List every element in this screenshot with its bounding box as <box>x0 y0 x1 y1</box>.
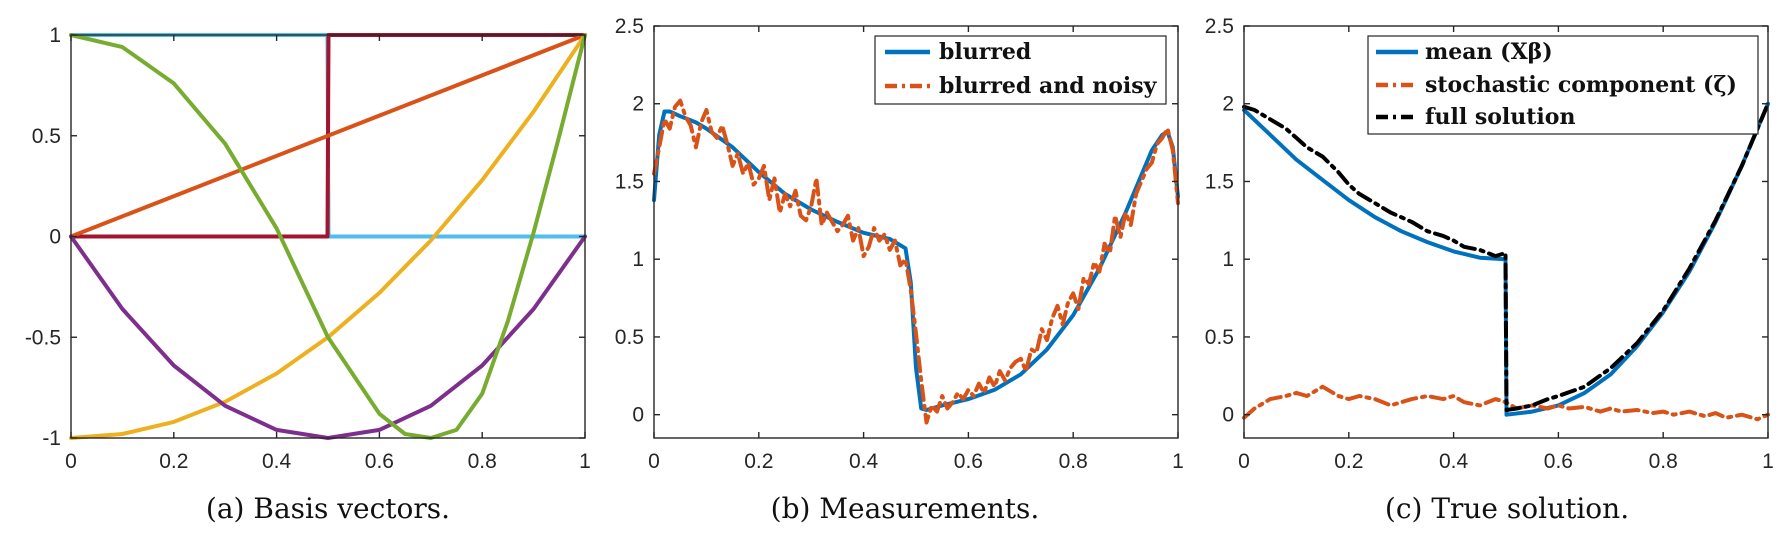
panel-b-ytick-label: 2 <box>632 93 644 116</box>
panel-c-xtick-label: 0.8 <box>1649 450 1678 473</box>
panel-b-xtick-label: 0.6 <box>954 450 983 473</box>
panel-c-xtick-label: 1 <box>1762 450 1774 473</box>
panel-b-xtick-label: 0.8 <box>1059 450 1088 473</box>
panel-a-xtick-label: 1 <box>579 450 591 473</box>
panel-a-ticks: 0 0.2 0.4 0.6 0.8 1 -1 -0.5 0 0.5 1 <box>25 24 591 473</box>
panel-a-ytick-label: -0.5 <box>25 326 61 349</box>
panel-b-series <box>652 98 1180 425</box>
panel-a-series <box>69 33 587 440</box>
panel-b-legend-box <box>874 35 1167 105</box>
panel-b-ytick-label: 1.5 <box>615 170 644 193</box>
panel-b-series-1-line <box>652 98 1180 425</box>
panel-b-ytick-label: 0 <box>632 404 644 427</box>
panel-a-xtick-label: 0.6 <box>365 450 394 473</box>
panel-a: 0 0.2 0.4 0.6 0.8 1 -1 -0.5 0 0.5 1 (a) Basis vect… <box>25 24 591 525</box>
panel-a-series-5-line <box>69 33 587 440</box>
panel-c-ytick-label: 2 <box>1222 93 1234 116</box>
panel-a-series-2-line <box>69 33 587 239</box>
panel-a-ytick-label: 0.5 <box>32 125 61 148</box>
panel-c-xtick-label: 0.6 <box>1544 450 1573 473</box>
panel-a-xtick-label: 0 <box>65 450 77 473</box>
panel-c-xtick-label: 0.4 <box>1439 450 1469 473</box>
panel-a-ytick-label: 1 <box>49 24 61 47</box>
panel-c-legend-label-full: full solution <box>1425 104 1575 130</box>
panel-a-ytick-label: -1 <box>42 427 61 450</box>
panel-c-legend: mean (Xβ) stochastic component (ζ) full … <box>1367 35 1759 135</box>
panel-a-caption: (a) Basis vectors. <box>206 492 450 525</box>
panel-b-ytick-label: 0.5 <box>615 326 644 349</box>
panel-c-axes-box <box>1243 25 1769 439</box>
panel-b-legend-label-noisy: blurred and noisy <box>939 73 1158 99</box>
panel-b-xtick-label: 1 <box>1172 450 1184 473</box>
panel-c-series-2-line <box>1242 101 1770 412</box>
panel-b-xtick-label: 0.4 <box>849 450 879 473</box>
panel-b-legend: blurred blurred and noisy <box>874 35 1167 105</box>
panel-b-axes-box <box>653 25 1179 439</box>
panel-c-caption: (c) True solution. <box>1385 492 1629 525</box>
panel-b-series-0-line <box>652 109 1180 412</box>
panel-b-ytick-label: 1 <box>632 248 644 271</box>
panel-c-legend-label-stochastic: stochastic component (ζ) <box>1425 72 1737 98</box>
panel-c-ytick-label: 1.5 <box>1205 170 1234 193</box>
panel-c-ticks: 0 0.2 0.4 0.6 0.8 1 0 0.5 1 1.5 2 2.5 <box>1205 15 1774 473</box>
panel-c-ytick-label: 1 <box>1222 248 1234 271</box>
panel-b-caption: (b) Measurements. <box>771 492 1040 525</box>
panel-b: 0 0.2 0.4 0.6 0.8 1 0 0.5 1 1.5 2 2.5 blurred blurr… <box>615 15 1184 525</box>
panel-a-ytick-label: 0 <box>49 226 61 249</box>
panel-c-series <box>1242 101 1770 422</box>
panel-c-xtick-label: 0.2 <box>1334 450 1363 473</box>
panel-a-xtick-label: 0.8 <box>468 450 497 473</box>
panel-a-xtick-label: 0.4 <box>262 450 292 473</box>
panel-c-legend-box <box>1367 35 1759 135</box>
panel-c: 0 0.2 0.4 0.6 0.8 1 0 0.5 1 1.5 2 2.5 mean (Xβ) sto… <box>1205 15 1774 525</box>
panel-b-xtick-label: 0 <box>648 450 660 473</box>
panel-b-ticks: 0 0.2 0.4 0.6 0.8 1 0 0.5 1 1.5 2 2.5 <box>615 15 1184 473</box>
panel-c-xtick-label: 0 <box>1238 450 1250 473</box>
panel-b-legend-label-blurred: blurred <box>939 39 1031 65</box>
panel-b-ytick-label: 2.5 <box>615 15 644 38</box>
panel-c-ytick-label: 2.5 <box>1205 15 1234 38</box>
panel-c-ytick-label: 0.5 <box>1205 326 1234 349</box>
panel-a-xtick-label: 0.2 <box>159 450 188 473</box>
panel-c-legend-label-mean: mean (Xβ) <box>1425 39 1553 65</box>
panel-b-xtick-label: 0.2 <box>744 450 773 473</box>
panel-c-ytick-label: 0 <box>1222 404 1234 427</box>
